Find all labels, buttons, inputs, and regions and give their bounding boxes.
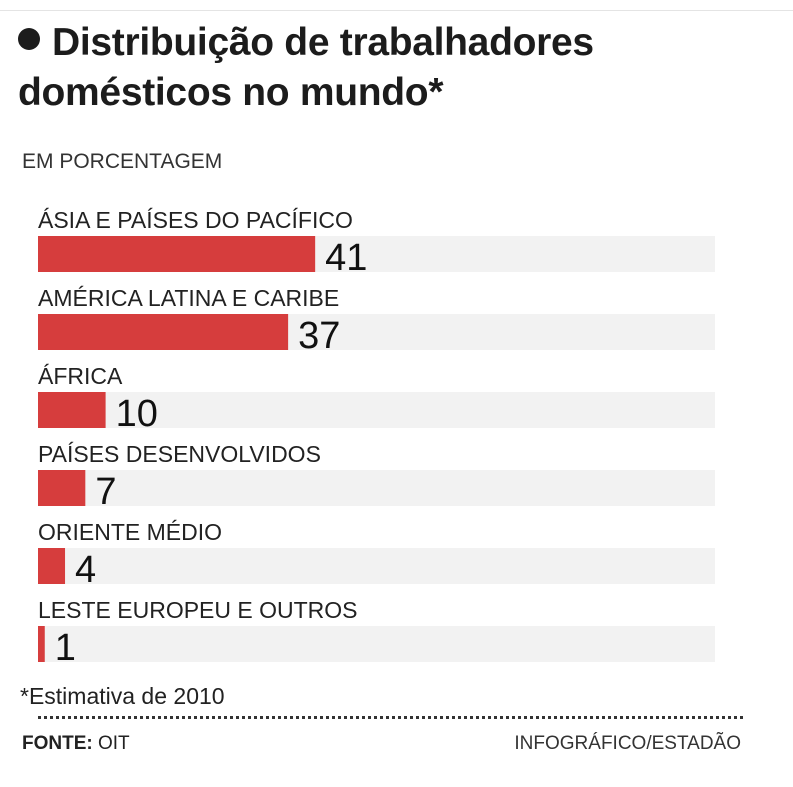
value-label: 37	[298, 315, 340, 357]
value-label: 10	[116, 393, 158, 435]
value-label: 1	[55, 627, 76, 669]
bar	[38, 626, 45, 662]
bar-track	[38, 548, 715, 584]
bar	[38, 236, 316, 272]
credit: INFOGRÁFICO/ESTADÃO	[514, 733, 741, 754]
chart-subtitle: EM PORCENTAGEM	[22, 150, 223, 173]
bar-track	[38, 470, 715, 506]
bar-track	[38, 626, 715, 662]
bar	[38, 548, 66, 584]
source-label: FONTE:	[22, 733, 93, 754]
value-label: 7	[95, 471, 116, 513]
top-rule	[0, 0, 793, 11]
bullet-icon	[18, 28, 40, 50]
dotted-divider	[38, 716, 743, 719]
source: FONTE: OIT	[22, 733, 130, 755]
bar	[38, 470, 86, 506]
footnote: *Estimativa de 2010	[20, 683, 225, 709]
bar-track	[38, 392, 715, 428]
category-label: AMÉRICA LATINA E CARIBE	[38, 285, 339, 311]
category-label: ÁFRICA	[38, 363, 123, 389]
chart-title: Distribuição de trabalhadores domésticos…	[18, 18, 778, 118]
chart-title-text: Distribuição de trabalhadores domésticos…	[18, 21, 594, 114]
category-label: LESTE EUROPEU E OUTROS	[38, 597, 358, 623]
bar	[38, 314, 289, 350]
category-label: PAÍSES DESENVOLVIDOS	[38, 441, 321, 467]
category-label: ORIENTE MÉDIO	[38, 519, 222, 545]
bar	[38, 392, 106, 428]
value-label: 4	[75, 549, 96, 591]
category-label: ÁSIA E PAÍSES DO PACÍFICO	[38, 207, 353, 233]
source-value: OIT	[98, 733, 130, 754]
value-label: 41	[325, 237, 367, 279]
